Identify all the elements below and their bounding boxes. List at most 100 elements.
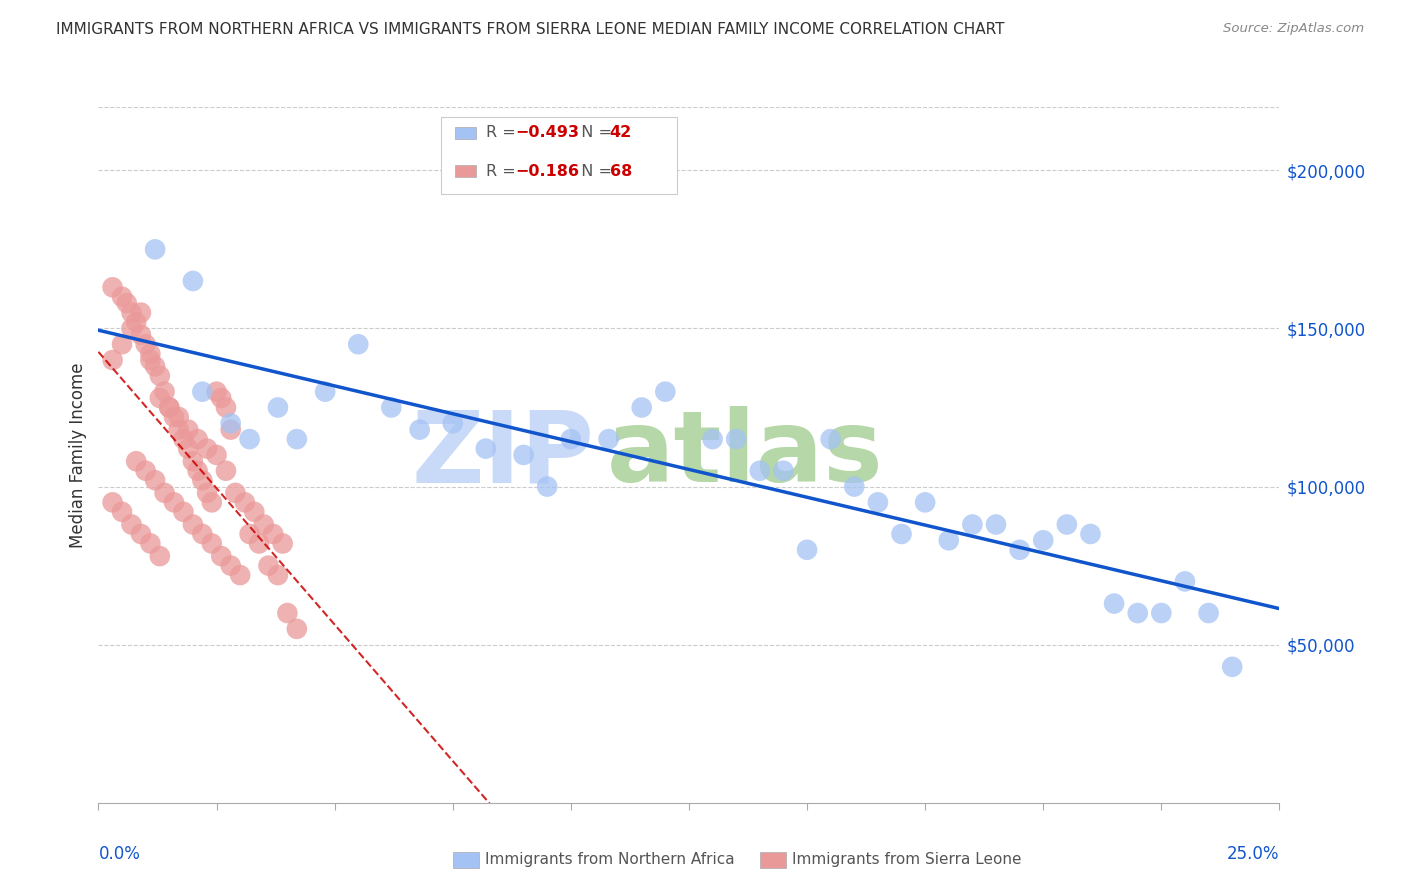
Point [187,432,209,446]
Point [219,558,242,573]
Point [209,549,232,563]
Point [121,517,143,532]
Point [101,280,124,294]
Bar [456,127,477,139]
Point [1220,660,1243,674]
Y-axis label: Median Family Income: Median Family Income [69,362,87,548]
Point [121,321,143,335]
Point [347,337,370,351]
Point [243,505,266,519]
Point [139,353,162,368]
Point [139,536,162,550]
Point [101,353,124,368]
Point [209,391,232,405]
Point [1126,606,1149,620]
Point [257,558,280,573]
Point [267,568,290,582]
Text: 0.0%: 0.0% [98,845,141,863]
Point [149,368,172,383]
Point [314,384,336,399]
Point [191,527,214,541]
Point [191,473,214,487]
Text: atlas: atlas [606,407,883,503]
Point [271,536,294,550]
Point [1008,542,1031,557]
Point [1150,606,1173,620]
Point [408,423,430,437]
Point [262,527,284,541]
Point [1032,533,1054,548]
Point [844,479,866,493]
Point [143,473,166,487]
Point [121,305,143,319]
Point [205,384,228,399]
Point [229,568,252,582]
Point [536,479,558,493]
Point [748,464,770,478]
Point [125,315,148,329]
Text: N =: N = [571,163,617,178]
Point [153,486,176,500]
Point [1198,606,1220,620]
Point [191,384,214,399]
Point [167,409,190,424]
Point [149,549,172,563]
Point [157,401,180,415]
Point [172,432,194,446]
Point [890,527,912,541]
Point [181,274,204,288]
Point [239,527,262,541]
Point [285,432,308,446]
Point [201,536,224,550]
Point [1174,574,1197,589]
Text: 68: 68 [610,163,633,178]
Point [984,517,1007,532]
Point [796,542,818,557]
Point [177,423,200,437]
Text: ZIP: ZIP [412,407,595,503]
Point [380,401,402,415]
Point [267,401,290,415]
Point [149,391,172,405]
Point [820,432,842,446]
Point [962,517,984,532]
Text: R =: R = [486,163,520,178]
Text: R =: R = [486,125,520,140]
Point [233,495,256,509]
Point [654,384,676,399]
Point [215,464,238,478]
Point [115,296,138,310]
Point [129,305,152,319]
Point [914,495,936,509]
Point [177,442,200,456]
Point [201,495,224,509]
Point [219,423,242,437]
FancyBboxPatch shape [441,118,678,194]
Bar [759,852,786,868]
Point [239,432,262,446]
Point [630,401,652,415]
Text: Source: ZipAtlas.com: Source: ZipAtlas.com [1223,22,1364,36]
Point [512,448,534,462]
Point [725,432,748,446]
Point [111,337,134,351]
Point [866,495,889,509]
Point [129,327,152,342]
Text: 42: 42 [610,125,633,140]
Point [475,442,498,456]
Point [172,505,194,519]
Text: N =: N = [571,125,617,140]
Point [219,417,242,431]
Point [215,401,238,415]
Point [143,359,166,374]
Point [157,401,180,415]
Point [163,495,186,509]
Text: IMMIGRANTS FROM NORTHERN AFRICA VS IMMIGRANTS FROM SIERRA LEONE MEDIAN FAMILY IN: IMMIGRANTS FROM NORTHERN AFRICA VS IMMIG… [56,22,1005,37]
Point [181,454,204,468]
Point [129,527,152,541]
Text: Immigrants from Northern Africa: Immigrants from Northern Africa [485,853,734,867]
Point [181,517,204,532]
Point [205,448,228,462]
Point [135,464,157,478]
Point [187,464,209,478]
